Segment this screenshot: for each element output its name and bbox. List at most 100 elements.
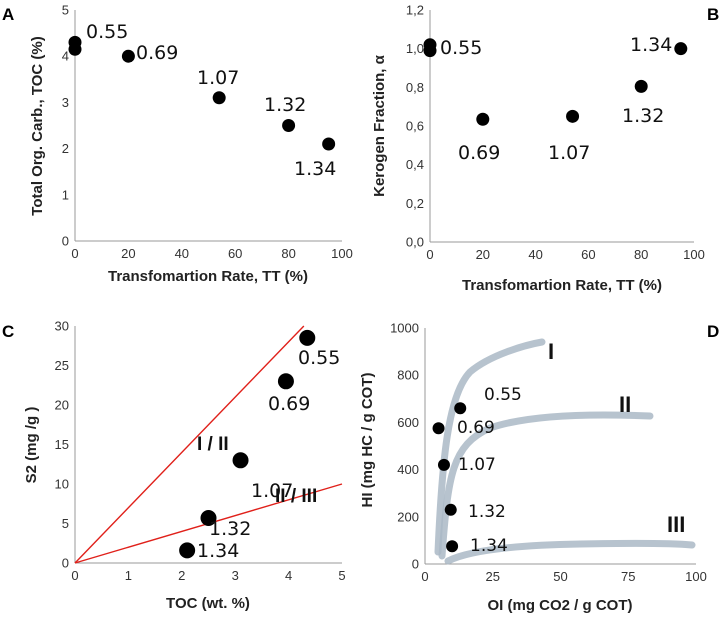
panel-c-x-tick-label: 5 xyxy=(338,568,345,583)
panel-b-x-title: Transfomartion Rate, TT (%) xyxy=(462,277,662,294)
panel-a-y-tick-label: 2 xyxy=(62,141,69,156)
panel-a-point-1.32 xyxy=(282,119,295,132)
panel-c-y-tick-label: 15 xyxy=(55,437,69,452)
panel-a-y-tick-label: 4 xyxy=(62,49,69,64)
panel-c-x-tick-label: 1 xyxy=(125,568,132,583)
panel-d-label-0.55: 0.55 xyxy=(484,385,522,405)
panel-d-type-i-label: I xyxy=(548,339,554,364)
panel-d-y-title: HI (mg HC / g COT) xyxy=(359,373,376,508)
panel-b-x-ticks: 0 20 40 60 80 100 xyxy=(426,247,704,262)
panel-c-x-title: TOC (wt. %) xyxy=(166,595,250,612)
panel-a-label-0.69: 0.69 xyxy=(136,42,178,64)
panel-c-y-ticks: 0 5 10 15 20 25 30 xyxy=(55,319,69,571)
panel-b-point-0.55 xyxy=(424,44,437,57)
panel-b-point-0.69 xyxy=(476,113,489,126)
panel-d-y-tick-label: 0 xyxy=(412,557,419,572)
panel-b-point-1.07 xyxy=(566,110,579,123)
panel-b-y-tick-label: 1,2 xyxy=(406,3,424,18)
panel-c-x-tick-label: 3 xyxy=(232,568,239,583)
panel-d-point-1.34 xyxy=(446,540,458,552)
panel-a-point-1.34 xyxy=(322,137,335,150)
panel-c-point-0.55 xyxy=(299,330,315,346)
panel-b-x-tick-label: 0 xyxy=(426,247,433,262)
panel-a-y-title: Total Org. Carb., TOC (%) xyxy=(29,36,46,215)
panel-b-point-1.34 xyxy=(674,42,687,55)
panel-a: A 0 1 2 3 4 5 0 20 40 60 80 100 Transfomartion Rat… xyxy=(2,3,353,286)
panel-d-y-tick-label: 800 xyxy=(397,368,419,383)
panel-d-point-1.32 xyxy=(445,504,457,516)
panel-d-letter: D xyxy=(707,322,719,341)
panel-c-label-I-II: I / II xyxy=(197,434,229,455)
panel-c-y-tick-label: 20 xyxy=(55,398,69,413)
panel-c-label-0.55: 0.55 xyxy=(298,347,340,369)
panel-c-boundary-line-1 xyxy=(75,326,304,563)
panel-c-point-1.34 xyxy=(179,542,195,558)
panel-c-y-tick-label: 0 xyxy=(62,556,69,571)
panel-b-y-tick-label: 1,0 xyxy=(406,41,424,56)
panel-b-x-tick-label: 60 xyxy=(581,247,595,262)
panel-d-point-0.69 xyxy=(433,422,445,434)
panel-c-label-1.07: 1.07 xyxy=(251,480,293,502)
panel-d-label-1.32: 1.32 xyxy=(468,502,506,522)
panel-b-y-tick-label: 0,8 xyxy=(406,80,424,95)
panel-c-x-tick-label: 4 xyxy=(285,568,292,583)
panel-d-label-1.07: 1.07 xyxy=(458,455,496,475)
panel-a-x-tick-label: 40 xyxy=(175,246,189,261)
panel-a-x-tick-label: 20 xyxy=(121,246,135,261)
panel-a-y-tick-label: 5 xyxy=(62,3,69,18)
panel-a-x-tick-label: 60 xyxy=(228,246,242,261)
panel-d-type-ii-label: II xyxy=(619,392,631,417)
panel-d-x-title: OI (mg CO2 / g COT) xyxy=(488,597,633,614)
panel-c-x-tick-label: 2 xyxy=(178,568,185,583)
panel-d-type-iii-label: III xyxy=(667,512,685,537)
panel-a-point-extra-1 xyxy=(69,43,82,56)
panel-d-label-0.69: 0.69 xyxy=(457,418,495,438)
panel-b-label-0.55: 0.55 xyxy=(440,37,482,59)
panel-d-x-tick-label: 50 xyxy=(553,569,567,584)
panel-d: D 02004006008001000 0 25 50 75 100 OI (mg CO… xyxy=(359,321,719,615)
panel-b-x-tick-label: 100 xyxy=(683,247,705,262)
panel-b-y-tick-label: 0,0 xyxy=(406,235,424,250)
panel-a-x-tick-label: 80 xyxy=(281,246,295,261)
panel-a-label-0.55: 0.55 xyxy=(86,21,128,43)
panel-a-x-tick-label: 100 xyxy=(331,246,353,261)
panel-c-x-ticks: 0 1 2 3 4 5 xyxy=(71,568,345,583)
panel-d-y-tick-label: 600 xyxy=(397,415,419,430)
panel-a-label-1.07: 1.07 xyxy=(197,67,239,89)
panel-c-label-1.32: 1.32 xyxy=(209,518,251,540)
panel-a-point-1.07 xyxy=(213,91,226,104)
panel-c-point-0.69 xyxy=(278,373,294,389)
panel-c-y-tick-label: 5 xyxy=(62,516,69,531)
panel-d-point-1.07 xyxy=(438,459,450,471)
panel-c-point-1.07 xyxy=(233,452,249,468)
panel-a-y-tick-label: 1 xyxy=(62,187,69,202)
panel-a-y-ticks: 0 1 2 3 4 5 xyxy=(62,3,69,249)
panel-a-x-tick-label: 0 xyxy=(71,246,78,261)
panel-b-y-tick-label: 0,4 xyxy=(406,157,424,172)
panel-b-label-1.07: 1.07 xyxy=(548,142,590,164)
panel-b-label-1.34: 1.34 xyxy=(630,34,672,56)
panel-a-point-0.69 xyxy=(122,50,135,63)
panel-c-y-tick-label: 10 xyxy=(55,477,69,492)
panel-b-label-1.32: 1.32 xyxy=(622,105,664,127)
panel-b-letter: B xyxy=(707,5,719,24)
panel-b-x-tick-label: 20 xyxy=(476,247,490,262)
panel-b-y-tick-label: 0,6 xyxy=(406,119,424,134)
panel-c-y-tick-label: 30 xyxy=(55,319,69,334)
figure: A 012345 0 20 40 60 80 100 Transfomartion Rat… xyxy=(0,0,726,618)
panel-c-x-tick-label: 0 xyxy=(71,568,78,583)
panel-b-y-ticks: 0,0 0,2 0,4 0,6 0,8 1,0 1,2 xyxy=(406,3,424,250)
panel-c-y-tick-label: 25 xyxy=(55,358,69,373)
panel-b-y-tick-label: 0,2 xyxy=(406,196,424,211)
panel-d-x-ticks: 0 25 50 75 100 xyxy=(421,569,706,584)
panel-d-x-tick-label: 75 xyxy=(621,569,635,584)
panel-b-y-title: Kerogen Fraction, α xyxy=(371,54,388,197)
panel-d-x-tick-label: 100 xyxy=(685,569,707,584)
panel-b: B 0,0 0,2 0,4 0,6 0,8 1,0 1,2 0 20 40 60 80 100 Tra… xyxy=(371,3,719,295)
panel-d-y-ticks: 0 200 400 600 800 1000 xyxy=(390,321,419,572)
panel-a-y-tick-label: 0 xyxy=(62,234,69,249)
panel-d-y-tick-label: 200 xyxy=(397,509,419,524)
panel-a-y-tick-label: 3 xyxy=(62,95,69,110)
panel-c: C 0 5 10 15 20 25 30 0 1 2 3 4 5 TOC (wt. %) S2 (mg… xyxy=(2,319,346,613)
panel-a-letter: A xyxy=(2,5,14,24)
